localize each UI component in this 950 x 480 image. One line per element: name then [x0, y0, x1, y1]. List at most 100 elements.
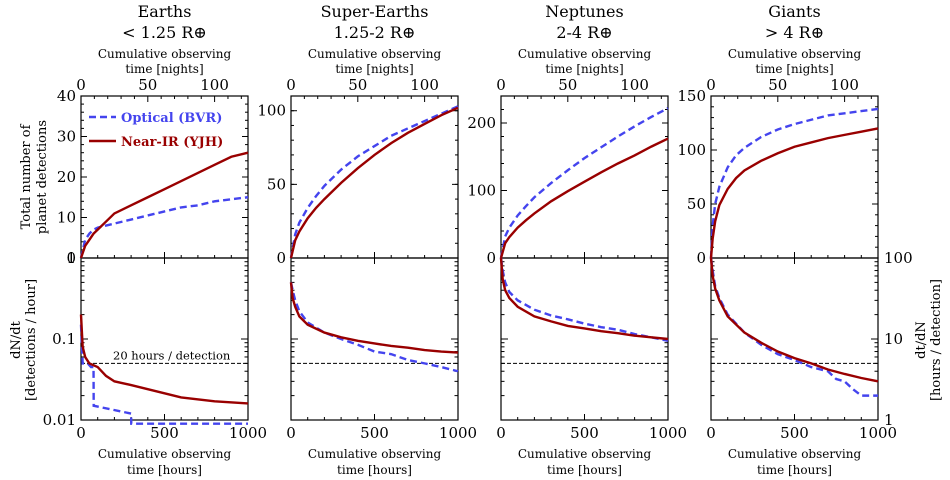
top-axis-label: time [nights] — [545, 62, 623, 76]
x-tick-label: 1000 — [649, 424, 687, 442]
legend: Optical (BVR) Near-IR (YJH) — [89, 111, 223, 150]
legend-optical-label: Optical (BVR) — [121, 111, 222, 126]
x-tick-label: 500 — [570, 424, 599, 442]
top-tick-label: 100 — [200, 76, 229, 94]
top-tick-label: 0 — [706, 76, 716, 94]
top-axis-label: Cumulative observing — [518, 47, 652, 61]
y-tick-label: 150 — [677, 87, 706, 105]
y-tick-label: 200 — [467, 114, 496, 132]
x-tick-label: 1000 — [229, 424, 267, 442]
panel-title: Giants — [768, 2, 820, 21]
y-tick-label: 0 — [276, 249, 286, 267]
series-nearir-cumulative — [499, 137, 669, 259]
top-tick-label: 100 — [410, 76, 439, 94]
top-axis-label: time [nights] — [335, 62, 413, 76]
panel-title: Neptunes — [545, 2, 623, 21]
x-tick-label: 500 — [780, 424, 809, 442]
x-axis-label: time [hours] — [757, 463, 832, 477]
top-tick-label: 50 — [768, 76, 787, 94]
bottom-axes-frame — [500, 257, 669, 421]
top-tick-label: 50 — [348, 76, 367, 94]
left-axis-labels: Total number of planet detections dN/dt [de… — [9, 120, 50, 401]
x-tick-label: 0 — [76, 424, 86, 442]
x-tick-label: 0 — [286, 424, 296, 442]
series-optical-cumulative — [79, 196, 249, 259]
y-axis-label: Total number of — [19, 123, 34, 229]
log-tick-label: 1 — [66, 249, 76, 267]
panel-0: Earths< 1.25 R⊕Cumulative observingtime … — [43, 2, 268, 477]
top-tick-label: 0 — [76, 76, 86, 94]
x-axis-label: time [hours] — [337, 463, 412, 477]
x-axis-label: Cumulative observing — [518, 447, 652, 461]
y-tick-label: 20 — [57, 168, 76, 186]
inverse-tick-label: 1 — [884, 411, 894, 429]
series-optical-rate — [79, 324, 248, 425]
y-tick-label: 0 — [486, 249, 496, 267]
panel-title: Earths — [138, 2, 192, 21]
panel-1: Super-Earths 1.25-2 R⊕ Cumulative observin… — [257, 2, 477, 477]
x-tick-label: 0 — [706, 424, 716, 442]
y-tick-label: 100 — [677, 141, 706, 159]
series-optical-cumulative — [289, 105, 459, 259]
bottom-axes-frame — [80, 257, 249, 421]
top-axis-label: time [nights] — [125, 62, 203, 76]
x-tick-label: 500 — [360, 424, 389, 442]
top-axis-label: Cumulative observing — [728, 47, 862, 61]
y-tick-label: 100 — [257, 102, 286, 120]
legend-nearir-label: Near-IR (YJH) — [121, 135, 223, 150]
series-optical-cumulative — [499, 107, 669, 259]
top-axis-label: Cumulative observing — [98, 47, 232, 61]
log-tick-label: 0.01 — [43, 411, 76, 429]
inverse-tick-label: 100 — [884, 249, 913, 267]
top-tick-label: 50 — [138, 76, 157, 94]
top-axis-label: Cumulative observing — [308, 47, 442, 61]
top-axis-label: time [nights] — [755, 62, 833, 76]
y-tick-label: 50 — [687, 195, 706, 213]
x-axis-label: Cumulative observing — [308, 447, 442, 461]
y-tick-label: 50 — [267, 175, 286, 193]
series-nearir-rate — [79, 314, 249, 405]
series-nearir-rate — [709, 257, 879, 383]
series-nearir-rate — [499, 257, 669, 341]
y-tick-label: 0 — [696, 249, 706, 267]
y-axis-label-right: [hours / detection] — [929, 279, 944, 401]
panel-subtitle: 2-4 R⊕ — [556, 23, 612, 42]
y-tick-label: 40 — [57, 87, 76, 105]
y-axis-label: [detections / hour] — [24, 279, 39, 401]
bottom-axes-frame — [290, 257, 459, 421]
right-axis-labels: dt/dN [hours / detection] — [914, 279, 944, 401]
series-optical-rate — [499, 257, 669, 342]
x-tick-label: 1000 — [439, 424, 477, 442]
top-tick-label: 0 — [496, 76, 506, 94]
top-tick-label: 100 — [830, 76, 859, 94]
y-axis-label: dN/dt — [9, 320, 24, 358]
panel-title: Super-Earths — [321, 2, 429, 21]
x-axis-label: time [hours] — [127, 463, 202, 477]
log-tick-label: 0.1 — [52, 330, 76, 348]
series-optical-rate — [289, 282, 459, 373]
series-nearir-rate — [289, 282, 459, 354]
series-optical-cumulative — [709, 107, 879, 259]
top-tick-label: 50 — [558, 76, 577, 94]
x-axis-label: time [hours] — [547, 463, 622, 477]
y-tick-label: 0 — [66, 249, 76, 267]
threshold-label: 20 hours / detection — [113, 348, 231, 362]
top-tick-label: 100 — [620, 76, 649, 94]
panel-subtitle: 1.25-2 R⊕ — [334, 23, 416, 42]
x-tick-label: 0 — [496, 424, 506, 442]
panel-subtitle: < 1.25 R⊕ — [122, 23, 207, 42]
bottom-axes-frame — [710, 257, 879, 421]
y-tick-label: 100 — [467, 182, 496, 200]
y-axis-label: planet detections — [35, 120, 50, 234]
y-axis-label-right: dt/dN — [914, 321, 929, 359]
x-axis-label: Cumulative observing — [98, 447, 232, 461]
y-tick-label: 30 — [57, 128, 76, 146]
y-tick-label: 10 — [57, 209, 76, 227]
inverse-tick-label: 10 — [884, 330, 903, 348]
x-tick-label: 1000 — [859, 424, 897, 442]
series-nearir-cumulative — [79, 151, 249, 259]
x-axis-label: Cumulative observing — [728, 447, 862, 461]
